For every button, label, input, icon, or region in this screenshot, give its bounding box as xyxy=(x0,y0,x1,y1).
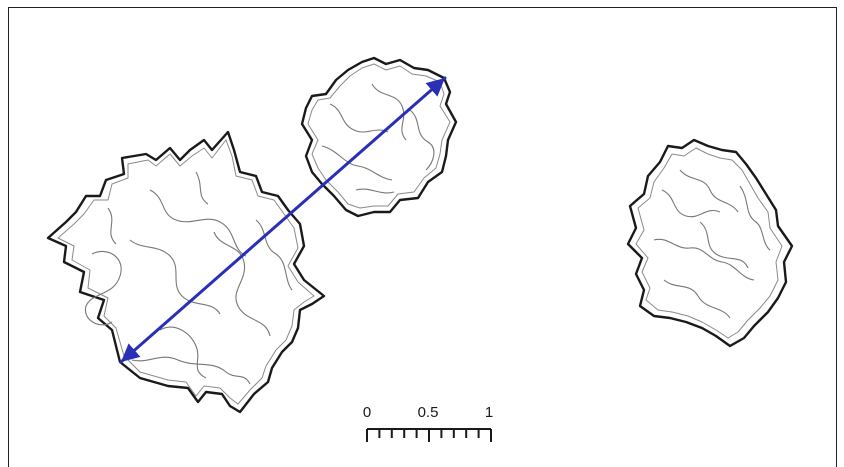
figure-frame xyxy=(8,7,837,467)
particle-right xyxy=(626,138,794,348)
scale-label-0-5: 0.5 xyxy=(418,404,439,421)
scale-ticks xyxy=(366,429,492,442)
scale-label-1: 1 xyxy=(485,404,493,421)
measurement-arrow xyxy=(119,76,447,364)
particle-large xyxy=(46,130,326,414)
scale-label-0: 0 xyxy=(363,404,371,421)
scale-bar: 0 0.5 1 xyxy=(363,404,493,442)
